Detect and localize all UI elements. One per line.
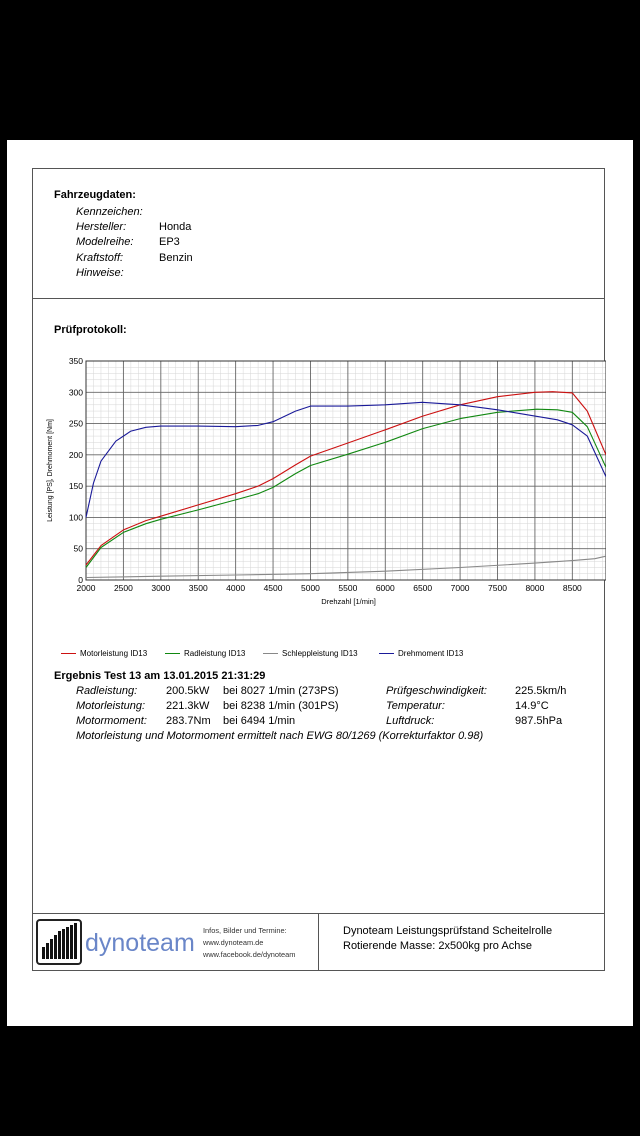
footer-line-2: Rotierende Masse: 2x500kg pro Achse	[343, 940, 532, 952]
y-tick-label: 200	[69, 450, 83, 460]
x-tick-label: 8000	[525, 583, 544, 593]
series-line-drehmoment	[85, 401, 606, 518]
vehicle-heading: Fahrzeugdaten:	[54, 189, 136, 201]
y-tick-label: 250	[69, 419, 83, 429]
legend-label-radleistung: Radleistung ID13	[184, 649, 246, 658]
series-line-schleppleistung	[85, 555, 606, 579]
dyno-chart: 2000 2500 3000 3500 4000 4500 5000 5500 6000 6500…	[47, 356, 606, 606]
y-tick-label: 350	[69, 356, 83, 366]
logo-bars-icon	[42, 923, 77, 959]
x-tick-label: 7000	[451, 583, 470, 593]
value-hersteller: Honda	[159, 221, 192, 233]
x-tick-label: 4000	[226, 583, 245, 593]
result-label-luftdruck: Luftdruck:	[386, 715, 435, 727]
result-note: Motorleistung und Motormoment ermittelt …	[76, 730, 484, 742]
legend-swatch-drehmoment	[379, 653, 394, 655]
legend-swatch-schleppleistung	[263, 653, 278, 655]
x-tick-label: 2000	[77, 583, 96, 593]
series-line-radleistung	[85, 408, 606, 568]
series-line-motorleistung	[85, 391, 606, 566]
x-tick-label: 5500	[338, 583, 357, 593]
legend-item-radleistung: Radleistung ID13	[165, 649, 245, 658]
legend-item-drehmoment: Drehmoment ID13	[379, 649, 463, 658]
plot-border	[85, 360, 606, 581]
x-tick-label: 5000	[301, 583, 320, 593]
legend-item-schleppleistung: Schleppleistung ID13	[263, 649, 358, 658]
result-value-luftdruck: 987.5hPa	[515, 715, 563, 727]
legend-label-schleppleistung: Schleppleistung ID13	[282, 649, 358, 658]
x-tick-label: 8500	[563, 583, 582, 593]
result-value-pruefgeschwindigkeit: 225.5km/h	[515, 685, 567, 697]
legend-label-drehmoment: Drehmoment ID13	[398, 649, 464, 658]
x-tick-label: 6000	[376, 583, 395, 593]
legend-label-motorleistung: Motorleistung ID13	[80, 649, 148, 658]
x-tick-label: 7500	[488, 583, 507, 593]
y-axis-label: Leistung [PS], Drehmoment [Nm]	[47, 419, 54, 522]
result-label-radleistung: Radleistung:	[76, 685, 138, 697]
footer-text: Dynoteam Leistungsprüfstand Scheitelroll…	[343, 924, 552, 954]
plot-background	[86, 361, 606, 580]
x-tick-label: 6500	[413, 583, 432, 593]
report-page: Fahrzeugdaten: Kennzeichen: Hersteller: …	[7, 140, 633, 1026]
result-value-radleistung: 200.5kW	[166, 685, 210, 697]
report-frame: Fahrzeugdaten: Kennzeichen: Hersteller: …	[32, 168, 606, 971]
footer-info-line-2: www.dynoteam.de	[203, 938, 264, 947]
result-label-pruefgeschwindigkeit: Prüfgeschwindigkeit:	[386, 685, 487, 697]
label-hersteller: Hersteller:	[76, 221, 127, 233]
value-modelreihe: EP3	[159, 236, 180, 248]
y-tick-label: 50	[74, 544, 84, 554]
result-value-temperatur: 14.9°C	[515, 700, 549, 712]
y-tick-label: 300	[69, 387, 83, 397]
legend-item-motorleistung: Motorleistung ID13	[61, 649, 147, 658]
label-modelreihe: Modelreihe:	[76, 236, 134, 248]
result-detail-motormoment: bei 6494 1/min	[223, 715, 296, 727]
result-value-motormoment: 283.7Nm	[166, 715, 211, 727]
footer-info: Infos, Bilder und Termine: www.dynoteam.…	[203, 925, 295, 961]
footer-line-1: Dynoteam Leistungsprüfstand Scheitelroll…	[343, 925, 553, 937]
footer-section: dynoteam Infos, Bilder und Termine: www.…	[33, 913, 604, 970]
x-axis-label: Drehzahl [1/min]	[321, 597, 376, 606]
label-kraftstoff: Kraftstoff:	[76, 252, 124, 264]
x-tick-label: 3500	[189, 583, 208, 593]
result-value-motorleistung: 221.3kW	[166, 700, 210, 712]
chart-legend: Motorleistung ID13 Radleistung ID13 Schl…	[61, 649, 581, 661]
x-tick-label: 3000	[151, 583, 170, 593]
x-tick-label: 4500	[264, 583, 283, 593]
protocol-heading: Prüfprotokoll:	[54, 324, 127, 336]
label-kennzeichen: Kennzeichen:	[76, 206, 143, 218]
result-detail-radleistung: bei 8027 1/min (273PS)	[223, 685, 339, 697]
result-detail-motorleistung: bei 8238 1/min (301PS)	[223, 700, 339, 712]
y-tick-label: 0	[78, 575, 83, 585]
y-tick-label: 150	[69, 481, 83, 491]
y-tick-label: 100	[69, 512, 83, 522]
footer-divider	[318, 914, 319, 970]
result-label-motormoment: Motormoment:	[76, 715, 147, 727]
result-title: Ergebnis Test 13 am 13.01.2015 21:31:29	[54, 670, 266, 682]
vehicle-data-section: Fahrzeugdaten: Kennzeichen: Hersteller: …	[33, 169, 604, 299]
value-kraftstoff: Benzin	[159, 252, 193, 264]
result-label-temperatur: Temperatur:	[386, 700, 445, 712]
legend-swatch-radleistung	[165, 653, 180, 655]
x-tick-label: 2500	[114, 583, 133, 593]
footer-info-line-1: Infos, Bilder und Termine:	[203, 926, 287, 935]
footer-info-line-3: www.facebook.de/dynoteam	[203, 950, 296, 959]
legend-swatch-motorleistung	[61, 653, 76, 655]
logo-brand-text: dynoteam	[85, 929, 195, 957]
dynoteam-logo: dynoteam	[36, 919, 195, 965]
result-label-motorleistung: Motorleistung:	[76, 700, 146, 712]
label-hinweise: Hinweise:	[76, 267, 124, 279]
